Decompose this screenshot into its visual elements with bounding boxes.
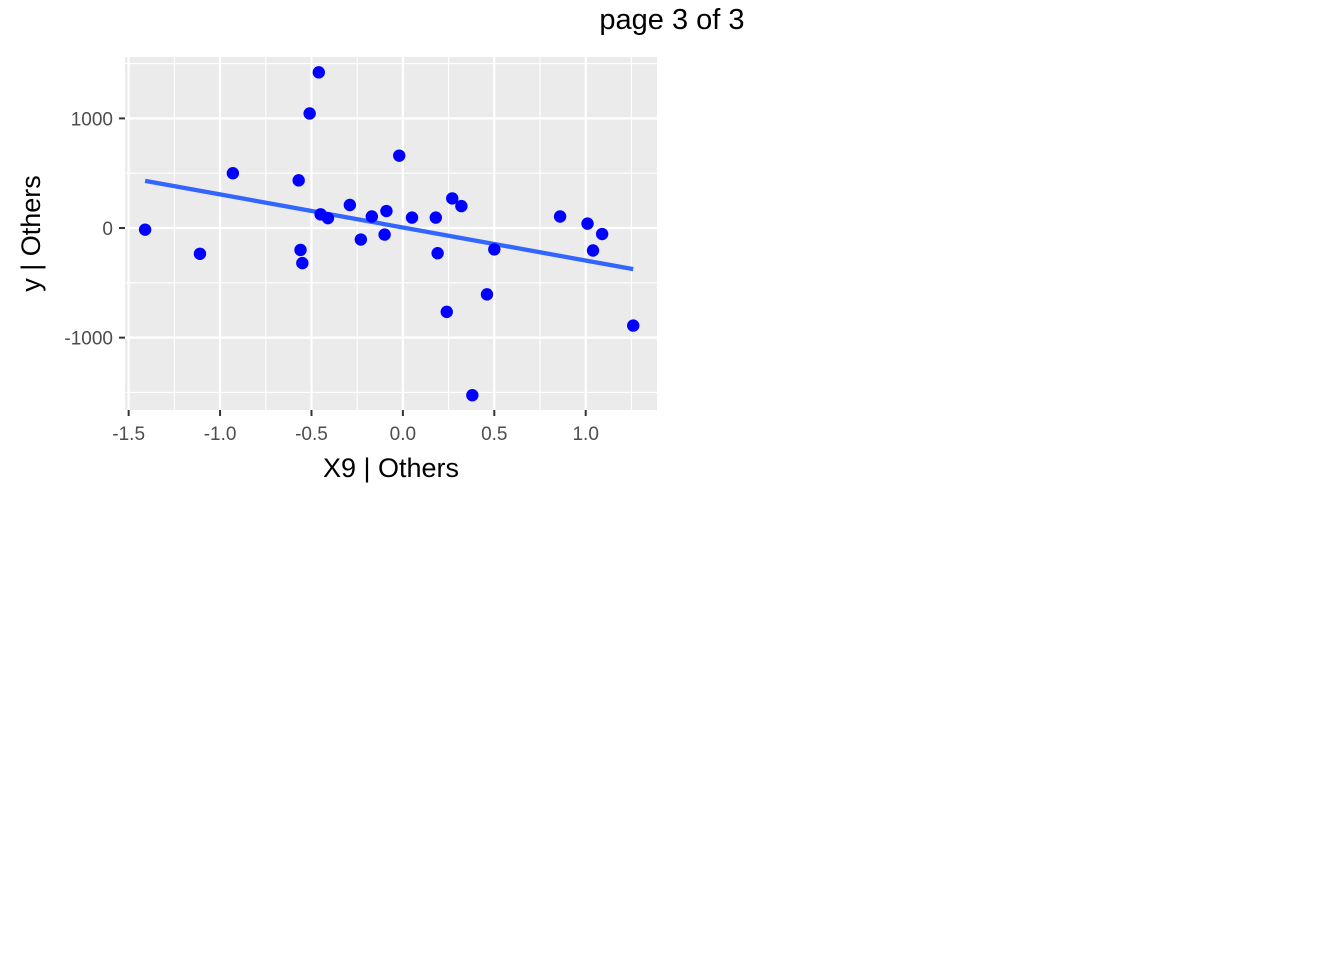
data-point bbox=[393, 149, 406, 162]
data-point bbox=[455, 199, 468, 213]
data-point bbox=[294, 243, 307, 257]
data-point bbox=[312, 66, 325, 79]
x-tick-label: 1.0 bbox=[572, 424, 598, 445]
y-tick-label: 1000 bbox=[71, 109, 113, 130]
data-point bbox=[466, 389, 479, 402]
y-axis-title: y | Others bbox=[16, 175, 46, 292]
fit-line bbox=[144, 178, 634, 272]
data-point bbox=[193, 247, 207, 260]
data-points bbox=[138, 66, 640, 402]
data-point bbox=[292, 174, 305, 187]
panel-background bbox=[125, 57, 657, 410]
data-point bbox=[354, 233, 368, 246]
x-tick-label: -1.5 bbox=[112, 424, 145, 445]
data-point bbox=[365, 210, 379, 223]
data-point bbox=[595, 227, 609, 241]
x-axis-title: X9 | Others bbox=[323, 453, 459, 483]
plot-panel bbox=[125, 57, 657, 410]
data-point bbox=[488, 243, 501, 256]
data-point bbox=[296, 256, 309, 270]
grid-lines bbox=[125, 57, 657, 410]
data-point bbox=[303, 107, 316, 120]
x-tick-label: -0.5 bbox=[295, 424, 328, 445]
data-point bbox=[431, 247, 444, 260]
page-title: page 3 of 3 bbox=[599, 4, 745, 36]
data-point bbox=[226, 167, 240, 180]
data-point bbox=[343, 198, 357, 212]
x-tick-label: -1.0 bbox=[204, 424, 237, 445]
x-tick-label: 0.0 bbox=[390, 424, 416, 445]
data-point bbox=[581, 217, 594, 230]
data-point bbox=[440, 305, 453, 319]
regression-fit-line bbox=[144, 178, 634, 272]
data-point bbox=[429, 211, 442, 224]
data-point bbox=[586, 244, 600, 257]
data-point bbox=[380, 204, 393, 218]
data-point bbox=[378, 228, 391, 241]
data-point bbox=[553, 210, 567, 223]
data-point bbox=[446, 192, 459, 205]
y-tick-label: -1000 bbox=[64, 329, 113, 350]
data-point bbox=[405, 211, 419, 224]
data-point bbox=[627, 319, 640, 332]
data-point bbox=[138, 223, 152, 236]
y-tick-label: 0 bbox=[102, 219, 113, 240]
x-tick-label: 0.5 bbox=[481, 424, 507, 445]
data-point bbox=[480, 288, 494, 301]
data-point bbox=[321, 211, 335, 225]
axes: -1.5 -1.0 -0.5 0.0 0.5 1.0 -1000 0 1000 bbox=[64, 109, 599, 445]
